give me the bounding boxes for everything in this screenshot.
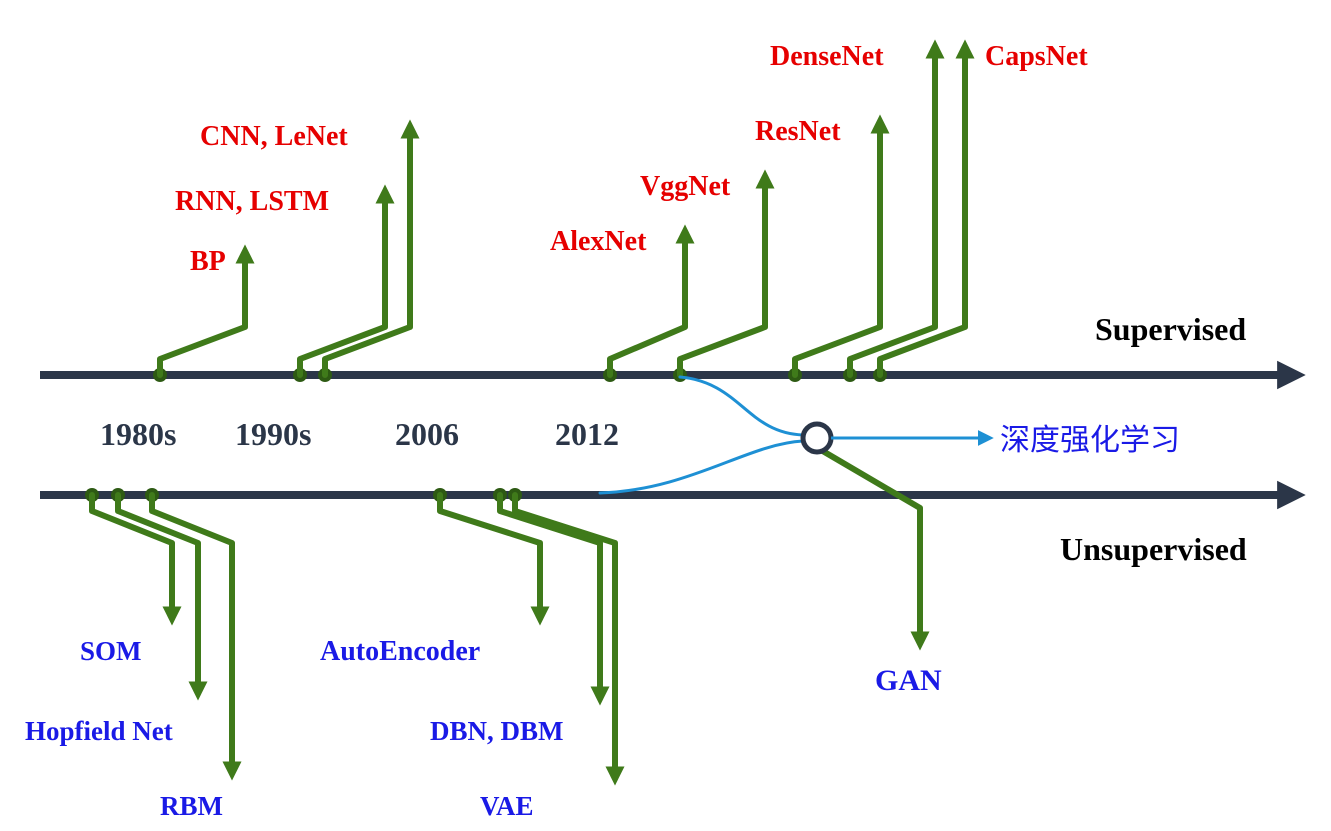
branch-label-densenet: DenseNet (770, 41, 884, 72)
branch-label-alexnet: AlexNet (550, 226, 647, 257)
drl-label: 深度强化学习 (1000, 424, 1180, 457)
year-label-1990s: 1990s (235, 416, 311, 452)
supervised-axis-label: Supervised (1095, 311, 1246, 347)
branch-label-hopfield: Hopfield Net (25, 716, 173, 746)
drl-node (803, 424, 831, 452)
branch-resnet (795, 125, 880, 375)
branch-cnn-lenet (325, 130, 410, 375)
drl-curve-bottom (600, 441, 803, 493)
branch-label-resnet: ResNet (755, 116, 841, 147)
branch-label-cnn-lenet: CNN, LeNet (200, 121, 348, 152)
branch-gan (821, 450, 920, 640)
year-label-2012: 2012 (555, 416, 619, 452)
branch-label-autoencoder: AutoEncoder (320, 636, 480, 667)
branch-label-gan: GAN (875, 664, 942, 697)
branch-label-capsnet: CapsNet (985, 41, 1088, 72)
branch-densenet (850, 50, 935, 375)
unsupervised-axis-label: Unsupervised (1060, 531, 1247, 567)
drl-curve-top (680, 377, 803, 435)
branch-label-som: SOM (80, 636, 142, 666)
branch-rnn-lstm (300, 195, 385, 375)
branch-vggnet (680, 180, 765, 375)
timeline-diagram: Supervised Unsupervised 1980s 1990s 2006 2012… (0, 0, 1331, 831)
year-label-1980s: 1980s (100, 416, 176, 452)
branch-label-vggnet: VggNet (640, 171, 731, 202)
branch-label-bp: BP (190, 246, 226, 277)
branch-label-rbm: RBM (160, 791, 223, 821)
branch-label-vae: VAE (480, 791, 534, 821)
branch-label-rnn-lstm: RNN, LSTM (175, 186, 329, 217)
year-label-2006: 2006 (395, 416, 459, 452)
branch-capsnet (880, 50, 965, 375)
branch-label-dbn-dbm: DBN, DBM (430, 716, 564, 746)
